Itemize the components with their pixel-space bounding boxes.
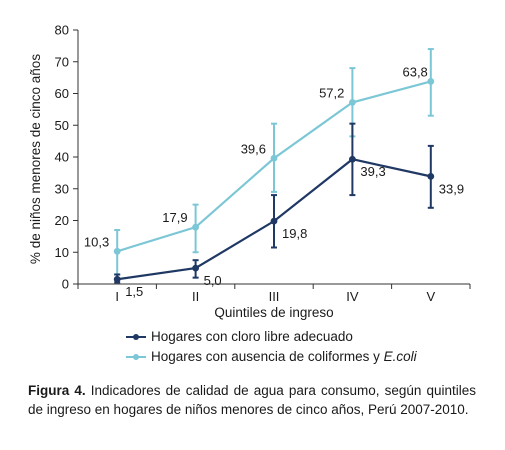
- legend-label-cloro: Hogares con cloro libre adecuado: [151, 329, 353, 344]
- data-point: [427, 172, 435, 180]
- data-label: 19,8: [282, 226, 307, 241]
- y-tick-label: 30: [55, 181, 69, 196]
- data-label: 17,9: [162, 210, 187, 225]
- y-tick-label: 40: [55, 150, 69, 165]
- x-axis-title: Quintiles de ingreso: [214, 305, 333, 320]
- y-axis-title: % de niños menores de cinco años: [28, 54, 43, 264]
- figure-caption: Figura 4. Indicadores de calidad de agua…: [28, 381, 476, 419]
- data-label: 10,3: [84, 234, 109, 249]
- y-tick-label: 80: [55, 23, 69, 38]
- caption-text: Indicadores de calidad de agua para cons…: [28, 383, 476, 417]
- x-tick-label: V: [426, 289, 435, 304]
- legend-label-coliformes: Hogares con ausencia de coliformes y E.c…: [151, 347, 417, 367]
- data-point: [349, 98, 356, 106]
- y-tick-label: 50: [55, 118, 69, 133]
- data-label: 39,6: [241, 141, 266, 156]
- data-point: [270, 217, 278, 225]
- data-label: 57,2: [319, 85, 344, 100]
- y-tick-label: 0: [62, 277, 69, 292]
- data-label: 63,8: [402, 64, 427, 79]
- y-tick-label: 60: [55, 86, 69, 101]
- y-tick-label: 10: [55, 245, 69, 260]
- legend-label-ecoli: E.coli: [383, 349, 417, 364]
- y-tick-label: 20: [55, 213, 69, 228]
- caption-label: Figura 4.: [28, 383, 86, 398]
- data-point: [349, 155, 356, 163]
- legend-item-cloro: Hogares con cloro libre adecuado: [126, 327, 417, 347]
- data-label: 33,9: [439, 181, 464, 196]
- x-tick-label: I: [115, 289, 119, 304]
- x-tick-label: III: [269, 289, 280, 304]
- data-point: [270, 154, 278, 162]
- data-label: 1,5: [125, 284, 143, 299]
- y-tick-label: 70: [55, 54, 69, 69]
- data-label: 5,0: [204, 273, 222, 288]
- legend-item-coliformes: Hogares con ausencia de coliformes y E.c…: [126, 347, 417, 367]
- data-point: [113, 275, 121, 283]
- legend-swatch-dark: [126, 332, 146, 342]
- chart-legend: Hogares con cloro libre adecuado Hogares…: [126, 327, 417, 367]
- data-point: [192, 223, 200, 231]
- data-point: [113, 247, 121, 255]
- data-point: [192, 264, 200, 272]
- x-tick-label: IV: [346, 289, 359, 304]
- data-label: 39,3: [360, 164, 385, 179]
- legend-swatch-light: [126, 352, 146, 362]
- x-tick-label: II: [192, 289, 199, 304]
- data-point: [427, 78, 435, 85]
- legend-label-coliformes-text: Hogares con ausencia de coliformes y: [151, 349, 384, 364]
